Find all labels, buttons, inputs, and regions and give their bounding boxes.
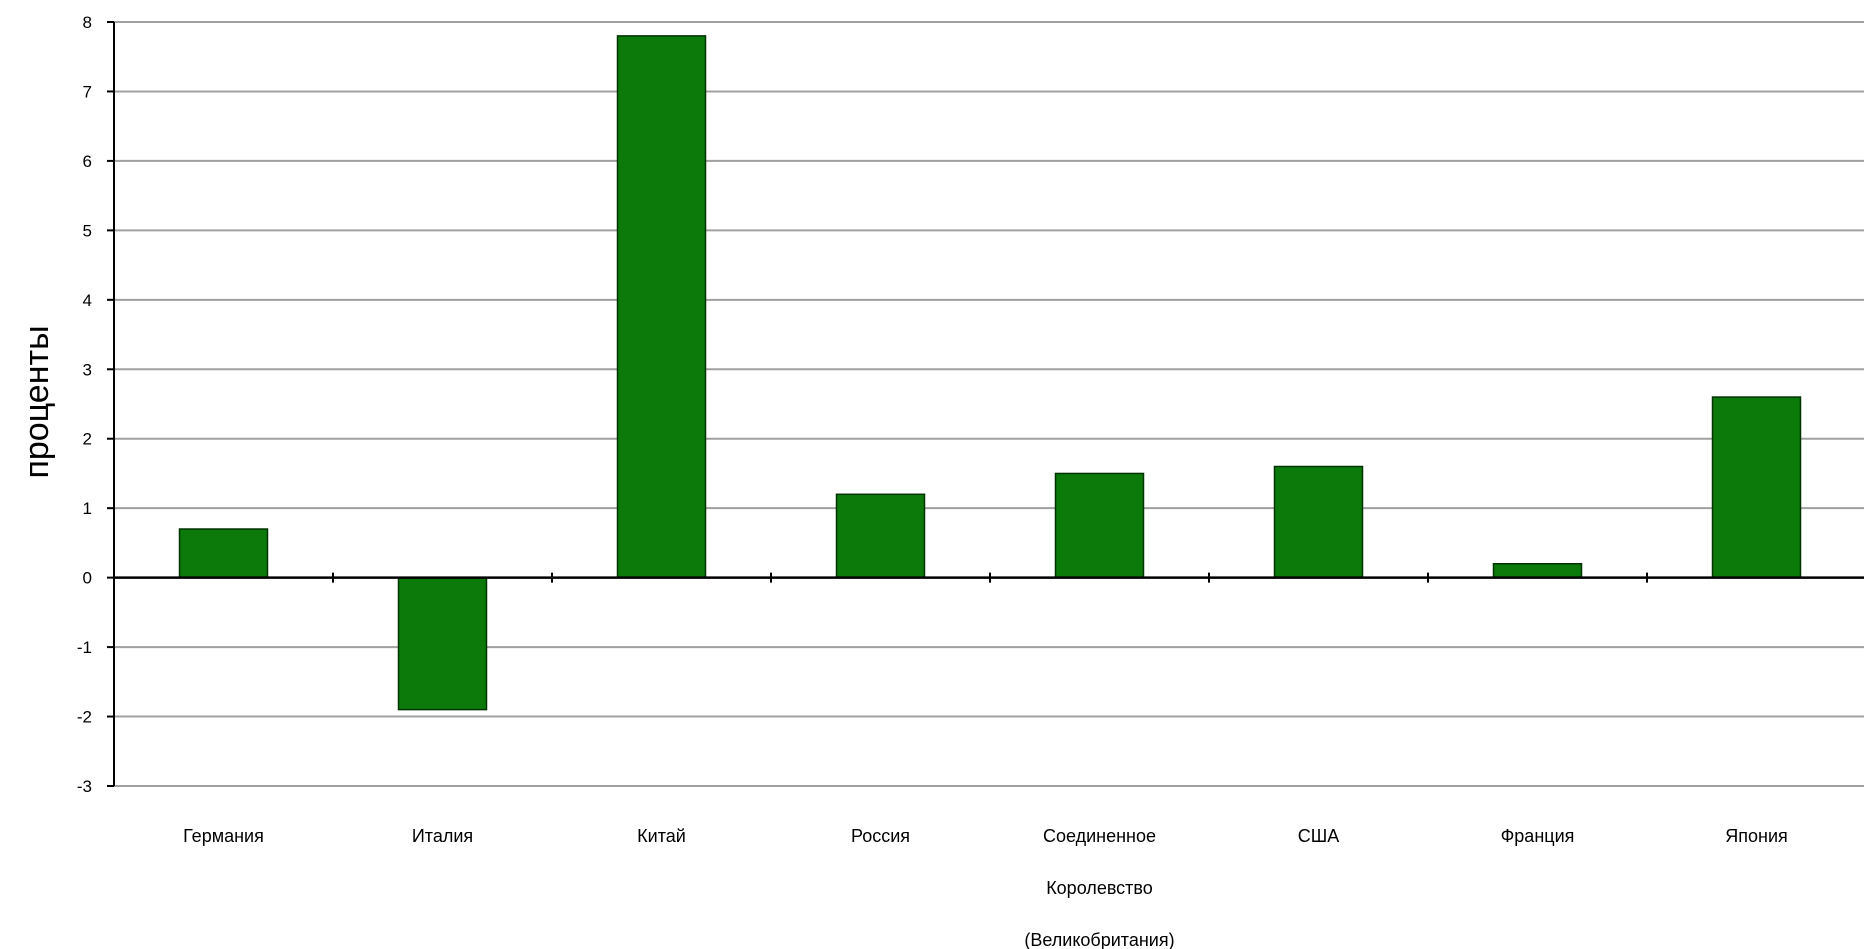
category-label-line: Италия — [412, 826, 473, 846]
y-tick-label: 4 — [83, 291, 92, 310]
y-axis-label: проценты — [18, 325, 56, 478]
y-tick-label: 8 — [83, 13, 92, 32]
category-label-line: Германия — [183, 826, 264, 846]
category-label: Италия — [412, 826, 473, 846]
category-label: Соединенное Королевство (Великобритания) — [1024, 826, 1174, 949]
y-tick-label: 7 — [83, 82, 92, 101]
category-label-line: Россия — [851, 826, 910, 846]
y-tick-labels: 8 7 6 5 4 3 2 1 0 -1 -2 -3 — [77, 13, 92, 796]
category-label-line: Китай — [637, 826, 686, 846]
category-label: Россия — [851, 826, 910, 846]
bar — [835, 493, 926, 579]
category-labels: Германия Италия Китай Россия Соединенное Коро… — [183, 826, 1788, 949]
bars — [178, 35, 1802, 711]
category-label: Япония — [1725, 826, 1788, 846]
bar — [397, 576, 488, 711]
grid-lines — [114, 21, 1864, 787]
y-tick-label: 1 — [83, 499, 92, 518]
y-tick-label: 6 — [83, 152, 92, 171]
y-tick-label: 5 — [83, 221, 92, 240]
category-label-line: Япония — [1725, 826, 1788, 846]
y-tick-label: -3 — [77, 777, 92, 796]
category-label: Германия — [183, 826, 264, 846]
category-label-line: Королевство — [1046, 878, 1153, 898]
category-label: Франция — [1501, 826, 1575, 846]
bar — [616, 35, 707, 579]
bar — [1273, 465, 1364, 579]
y-tick-label: -2 — [77, 708, 92, 727]
category-label-line: США — [1298, 826, 1340, 846]
y-tick-label: 3 — [83, 360, 92, 379]
category-label: США — [1298, 826, 1340, 846]
bar — [1492, 562, 1583, 579]
category-label: Китай — [637, 826, 686, 846]
axes — [107, 21, 1864, 787]
bar — [1054, 472, 1145, 579]
bar — [1711, 396, 1802, 579]
y-tick-label: 0 — [83, 569, 92, 588]
category-label-line: Соединенное — [1043, 826, 1156, 846]
y-tick-label: -1 — [77, 638, 92, 657]
category-label-line: Франция — [1501, 826, 1575, 846]
y-tick-label: 2 — [83, 430, 92, 449]
category-label-line: (Великобритания) — [1024, 930, 1174, 949]
bar — [178, 528, 269, 579]
